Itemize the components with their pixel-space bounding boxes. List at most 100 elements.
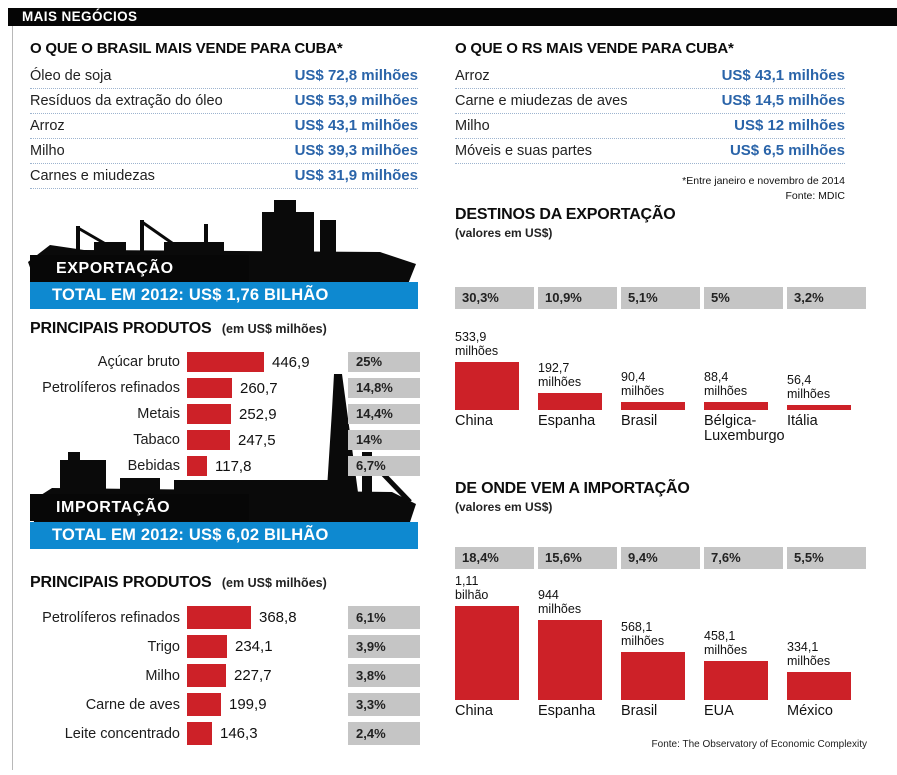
chart-row: Bebidas 117,8 (30, 456, 340, 476)
pct-box: 3,9% (348, 635, 420, 658)
bar-value: 56,4 milhões (787, 373, 831, 401)
chart-row: Trigo 234,1 (30, 635, 340, 658)
row-label: Carne e miudezas de aves (455, 93, 628, 109)
table-row: Carne e miudezas de aves US$ 14,5 milhõe… (455, 89, 845, 114)
bar-label: Petrolíferos refinados (42, 609, 180, 626)
origins-chart: 1,11 bilhão 944 milhões 568,1 milhões 45… (455, 574, 870, 700)
bar (621, 652, 685, 700)
bar (187, 352, 264, 372)
pct-box: 14,8% (348, 378, 420, 398)
table-row: Móveis e suas partes US$ 6,5 milhões (455, 139, 845, 164)
table-row: Óleo de soja US$ 72,8 milhões (30, 64, 418, 89)
pct-box: 6,7% (348, 456, 420, 476)
country-label: México (787, 703, 833, 719)
chart-row: Tabaco 247,5 (30, 430, 340, 450)
export-pct-column: 25% 14,8% 14,4% 14% 6,7% (348, 352, 420, 482)
chart-column: 568,1 milhões (621, 574, 704, 700)
section-title: DE ONDE VEM A IMPORTAÇÃO (455, 480, 690, 497)
bar-value: 334,1 milhões (787, 640, 831, 668)
bar-value: 368,8 (259, 609, 297, 626)
bar (704, 402, 768, 410)
row-label: Milho (455, 118, 490, 134)
section-title: DESTINOS DA EXPORTAÇÃO (455, 206, 676, 223)
country-label: Brasil (621, 703, 658, 719)
row-label: Carnes e miudezas (30, 168, 155, 184)
bar-label: Metais (137, 406, 180, 422)
page-title: MAIS NEGÓCIOS (22, 9, 138, 24)
export-band: EXPORTAÇÃO (30, 255, 249, 282)
bar (187, 404, 231, 424)
section-unit-note: (em US$ milhões) (221, 322, 327, 336)
chart-column: 458,1 milhões (704, 574, 787, 700)
footnote: *Entre janeiro e novembro de 2014 Fonte:… (455, 174, 845, 203)
destinations-pct-row: 30,3% 10,9% 5,1% 5% 3,2% (455, 287, 870, 309)
chart-column: 944 milhões (538, 574, 621, 700)
pct-box: 3,2% (787, 287, 866, 309)
country-label: Bélgica-Luxemburgo (704, 413, 785, 445)
chart-column: 533,9 milhões (455, 316, 538, 410)
pct-box: 6,1% (348, 606, 420, 629)
bar-value: 247,5 (238, 431, 276, 449)
export-products-header: PRINCIPAIS PRODUTOS (em US$ milhões) (30, 320, 327, 338)
row-label: Móveis e suas partes (455, 143, 593, 159)
bar (538, 620, 602, 700)
bar (621, 402, 685, 410)
table-title: O QUE O BRASIL MAIS VENDE PARA CUBA* (30, 40, 343, 57)
bar-value: 252,9 (239, 405, 277, 423)
pct-box: 5,1% (621, 287, 700, 309)
import-products-chart: Petrolíferos refinados 368,8 Trigo 234,1… (30, 606, 340, 751)
bar (187, 693, 221, 716)
table-row: Milho US$ 39,3 milhões (30, 139, 418, 164)
pct-box: 7,6% (704, 547, 783, 569)
pct-box: 14% (348, 430, 420, 450)
country-label: Itália (787, 413, 818, 429)
section-title: PRINCIPAIS PRODUTOS (30, 574, 212, 591)
bar (787, 672, 851, 700)
bar-value: 533,9 milhões (455, 330, 499, 358)
bar (187, 606, 251, 629)
pct-box: 15,6% (538, 547, 617, 569)
table-row: Arroz US$ 43,1 milhões (30, 114, 418, 139)
bar-label: Açúcar bruto (97, 354, 180, 370)
row-value: US$ 43,1 milhões (294, 117, 418, 134)
bar (455, 362, 519, 410)
bar-value: 88,4 milhões (704, 370, 748, 398)
bar-value: 192,7 milhões (538, 361, 582, 389)
chart-row: Leite concentrado 146,3 (30, 722, 340, 745)
row-label: Arroz (30, 118, 65, 134)
bar-label: Bebidas (127, 458, 180, 474)
bar (187, 664, 226, 687)
row-value: US$ 53,9 milhões (294, 92, 418, 109)
origins-labels: China Espanha Brasil EUA México (455, 703, 870, 719)
export-band-label: EXPORTAÇÃO (56, 260, 174, 277)
bar (455, 606, 519, 700)
row-value: US$ 72,8 milhões (294, 67, 418, 84)
chart-column: 334,1 milhões (787, 574, 870, 700)
pct-box: 5,5% (787, 547, 866, 569)
table-title: O QUE O RS MAIS VENDE PARA CUBA* (455, 40, 734, 57)
row-value: US$ 39,3 milhões (294, 142, 418, 159)
bar (187, 722, 212, 745)
bar (538, 393, 602, 410)
chart-row: Milho 227,7 (30, 664, 340, 687)
table-row: Milho US$ 12 milhões (455, 114, 845, 139)
bar-label: Milho (145, 667, 180, 684)
row-label: Resíduos da extração do óleo (30, 93, 223, 109)
export-total-text: TOTAL EM 2012: US$ 1,76 BILHÃO (52, 286, 329, 304)
bar-value: 458,1 milhões (704, 629, 748, 657)
country-label: Espanha (538, 703, 596, 719)
pct-box: 25% (348, 352, 420, 372)
bar-value: 117,8 (215, 457, 252, 475)
pct-box: 2,4% (348, 722, 420, 745)
row-label: Milho (30, 143, 65, 159)
import-band: IMPORTAÇÃO (30, 494, 249, 521)
import-pct-column: 6,1% 3,9% 3,8% 3,3% 2,4% (348, 606, 420, 751)
country-label: China (455, 703, 493, 719)
import-total-bar: TOTAL EM 2012: US$ 6,02 BILHÃO (30, 522, 418, 549)
footer-source: Fonte: The Observatory of Economic Compl… (651, 739, 867, 750)
bar-label: Carne de aves (85, 696, 180, 713)
bar-value: 260,7 (240, 379, 278, 397)
bar-label: Trigo (147, 638, 181, 655)
country-label: China (455, 413, 493, 429)
